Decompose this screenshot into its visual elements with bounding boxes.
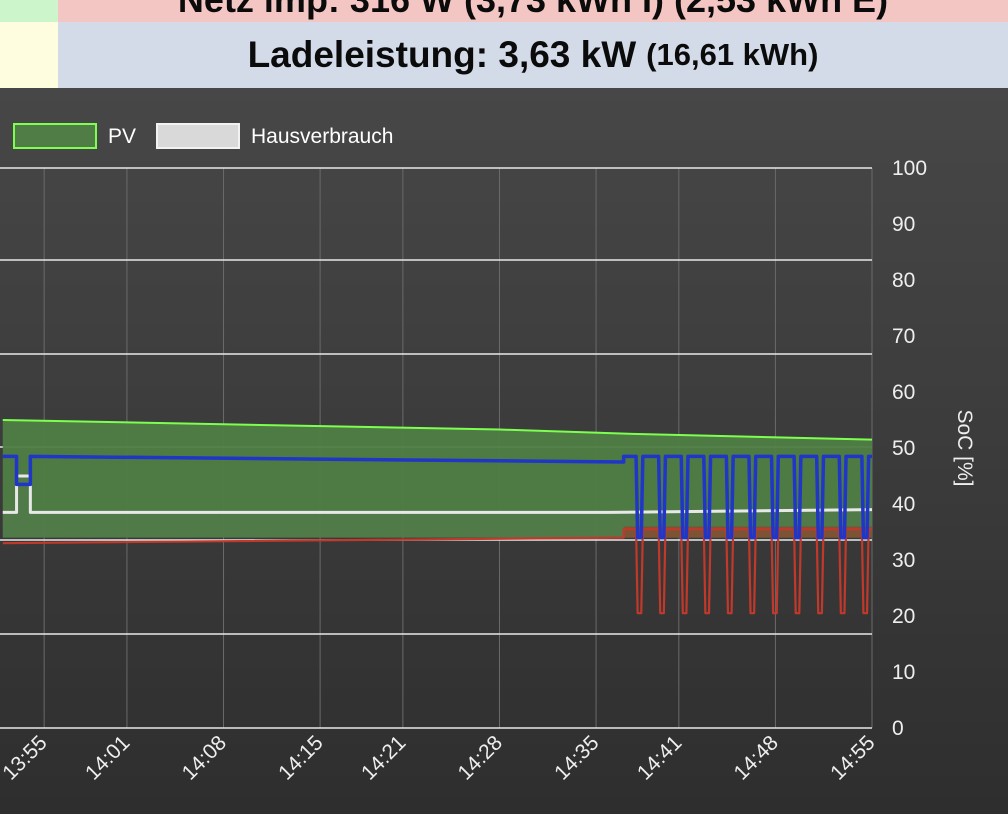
legend-label: Hausverbrauch [251,125,393,148]
series-line-pv [2,419,873,441]
x-tick-label: 14:48 [730,731,783,784]
pv-area [2,420,872,538]
y-tick-label: 40 [892,493,915,516]
legend-swatch [13,123,97,149]
house-area [2,476,872,538]
x-tick-label: 14:28 [454,731,507,784]
x-tick-label: 14:01 [81,731,134,784]
banner-side-swatch [0,0,58,22]
x-tick-label: 14:55 [826,731,879,784]
x-tick-label: 14:15 [274,731,327,784]
y-tick-label: 70 [892,325,915,348]
y-axis-title: SoC [%] [953,409,976,486]
y-tick-label: 80 [892,269,915,292]
y-tick-label: 10 [892,661,915,684]
x-tick-label: 14:35 [550,731,603,784]
y-axis-ticks: 0 10 20 30 40 50 60 70 80 90 100 [892,157,927,740]
y-tick-label: 90 [892,213,915,236]
x-axis-ticks: 13:55 14:01 14:08 14:15 14:21 14:28 14:35 14:41… [0,731,880,784]
y-tick-label: 60 [892,381,915,404]
x-tick-label: 14:08 [178,731,231,784]
y-tick-label: 30 [892,549,915,572]
x-tick-label: 14:41 [633,731,686,784]
y-tick-label: 20 [892,605,915,628]
charging-energy-label: (16,61 kWh) [646,37,819,72]
chart-legend[interactable]: PV Hausverbrauch [13,123,393,149]
x-tick-label: 14:21 [357,731,410,784]
chart-areas [2,420,872,538]
legend-label: PV [108,125,136,148]
chart-lines [2,419,873,615]
series-line-netz [2,528,872,615]
charging-power-label: Ladeleistung: 3,63 kW [247,34,637,75]
series-line-soc [2,454,872,540]
charging-power-banner: Ladeleistung: 3,63 kW (16,61 kWh) [0,22,1008,88]
legend-swatch [156,123,240,149]
y-tick-label: 100 [892,157,927,180]
energy-chart: PV Hausverbrauch 0 10 20 30 40 50 60 70 80 90 100 1… [0,123,976,785]
banner-side-swatch [0,22,58,88]
x-tick-label: 13:55 [0,731,52,784]
grid-import-text: Netz imp: 316 W (3,73 kWh I) (2,53 kWh E… [58,0,1008,22]
grid-import-area [623,526,872,538]
grid-import-banner: Netz imp: 316 W (3,73 kWh I) (2,53 kWh E… [0,0,1008,22]
y-tick-label: 50 [892,437,915,460]
y-tick-label: 0 [892,717,904,740]
